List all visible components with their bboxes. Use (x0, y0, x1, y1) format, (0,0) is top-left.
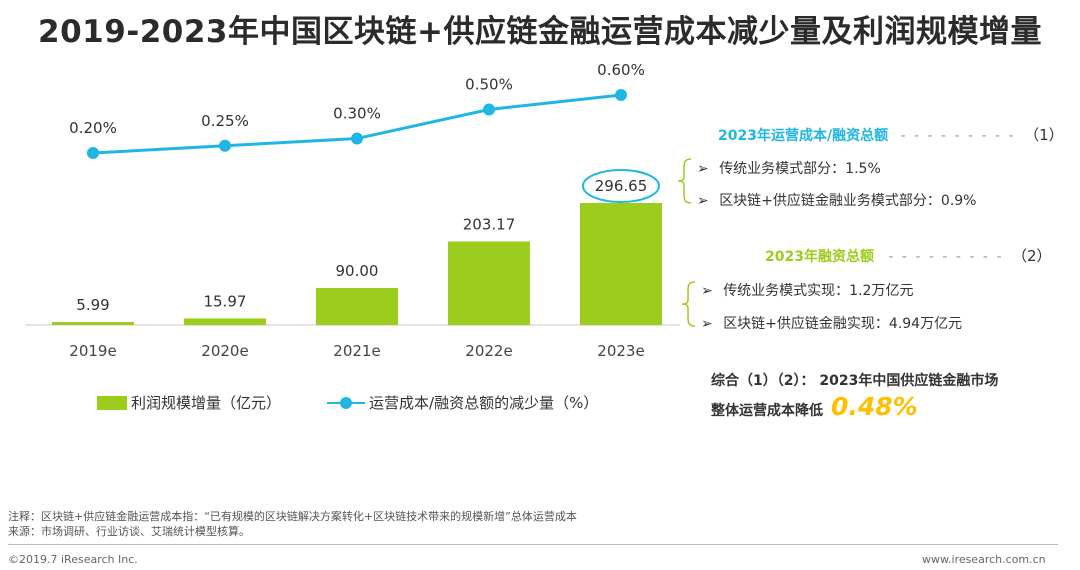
arrow-icon: ➢ (697, 161, 709, 177)
line-point-2022e (483, 103, 495, 116)
footer-copyright: ©2019.7 iResearch Inc. (8, 553, 138, 566)
bar-2021e (316, 287, 398, 325)
bar-2022e (448, 241, 530, 325)
line-point-2020e (219, 139, 231, 152)
panel-h2-item-1: ➢ 传统业务模式实现：1.2万亿元 (701, 283, 914, 299)
panel-h2-item-2: ➢ 区块链+供应链金融实现：4.94万亿元 (701, 316, 963, 332)
x-tick-2022e: 2022e (465, 342, 512, 360)
bar-label-2022e: 203.17 (463, 215, 516, 233)
panel-header-2: 2023年融资总额 - - - - - - - - - （2） (765, 245, 1052, 266)
brace-1 (677, 158, 692, 204)
line-point-2023e (615, 89, 627, 101)
bar-label-2020e: 15.97 (204, 292, 247, 310)
bar-2023e (580, 203, 662, 325)
line-label-2023e: 0.60% (597, 61, 645, 79)
summary-value: 0.48% (831, 392, 918, 421)
panel-h1-item-2: ➢ 区块链+供应链金融业务模式部分：0.9% (697, 193, 977, 209)
page-title: 2019-2023年中国区块链+供应链金融运营成本减少量及利润规模增量 (38, 14, 1042, 50)
panel-h1-item-1: ➢ 传统业务模式部分：1.5% (697, 161, 881, 177)
x-tick-2019e: 2019e (69, 342, 116, 360)
panel-h2-title: 2023年融资总额 (765, 249, 874, 265)
x-tick-labels: 2019e 2020e 2021e 2022e 2023e (69, 342, 644, 360)
bar-2019e (52, 322, 134, 325)
line-point-2019e (87, 147, 99, 159)
bar-label-2019e: 5.99 (76, 296, 109, 314)
footer-source: 来源：市场调研、行业访谈、艾瑞统计模型核算。 (8, 525, 250, 538)
legend-line-swatch (327, 396, 366, 410)
footer-website: www.iresearch.com.cn (922, 553, 1046, 566)
summary-text: 整体运营成本降低 (711, 403, 823, 419)
line-label-2019e: 0.20% (69, 119, 117, 137)
arrow-icon: ➢ (701, 316, 713, 332)
line-series: 0.20% 0.25% 0.30% 0.50% 0.60% (69, 61, 645, 159)
panel-h1-title: 2023年运营成本/融资总额 (718, 128, 889, 144)
legend-bar-swatch (97, 395, 127, 410)
arrow-icon: ➢ (701, 283, 713, 299)
bar-2020e (184, 318, 266, 325)
arrow-icon: ➢ (697, 193, 709, 209)
panel-header-1: 2023年运营成本/融资总额 - - - - - - - - - （1） (718, 124, 1064, 145)
summary-line-2: 整体运营成本降低 0.48% (711, 392, 918, 421)
bar-label-2023e: 296.65 (595, 177, 648, 195)
bar-value-labels: 5.99 15.97 90.00 203.17 296.65 (76, 169, 660, 314)
x-tick-2020e: 2020e (201, 342, 248, 360)
footer-divider (8, 544, 1058, 545)
footer-note: 注释：区块链+供应链金融运营成本指：“已有规模的区块链解决方案转化+区块链技术带… (8, 510, 577, 523)
bar-series (52, 203, 662, 325)
panel-h2-num: （2） (1011, 247, 1052, 265)
legend-line-label: 运营成本/融资总额的减少量（%） (369, 394, 599, 412)
legend-bar-label: 利润规模增量（亿元） (131, 394, 282, 412)
panel-h2-dash: - - - - - - - - - (888, 249, 1004, 265)
brace-2 (681, 281, 696, 327)
panel-h1-dash: - - - - - - - - - (900, 128, 1016, 144)
line-point-2021e (351, 132, 363, 145)
summary-line-1: 综合（1）（2）： 2023年中国供应链金融市场 (711, 373, 999, 389)
highlight-ellipse (582, 169, 660, 203)
legend: 利润规模增量（亿元） 运营成本/融资总额的减少量（%） (97, 392, 598, 413)
x-tick-2023e: 2023e (597, 342, 644, 360)
bar-label-2021e: 90.00 (336, 262, 379, 280)
x-tick-2021e: 2021e (333, 342, 380, 360)
line-label-2020e: 0.25% (201, 112, 249, 130)
line-label-2022e: 0.50% (465, 76, 513, 94)
line-label-2021e: 0.30% (333, 105, 381, 123)
panel-h1-num: （1） (1024, 126, 1064, 144)
